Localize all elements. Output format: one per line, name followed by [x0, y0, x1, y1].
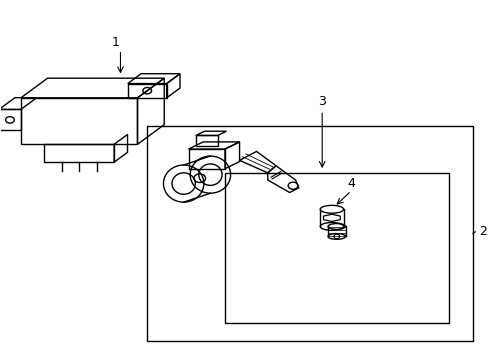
Text: 3: 3	[318, 95, 325, 108]
Text: 1: 1	[111, 36, 119, 49]
Text: 2: 2	[478, 225, 486, 238]
Bar	[147, 126, 472, 341]
Text: 4: 4	[346, 177, 355, 190]
Bar	[224, 173, 447, 323]
